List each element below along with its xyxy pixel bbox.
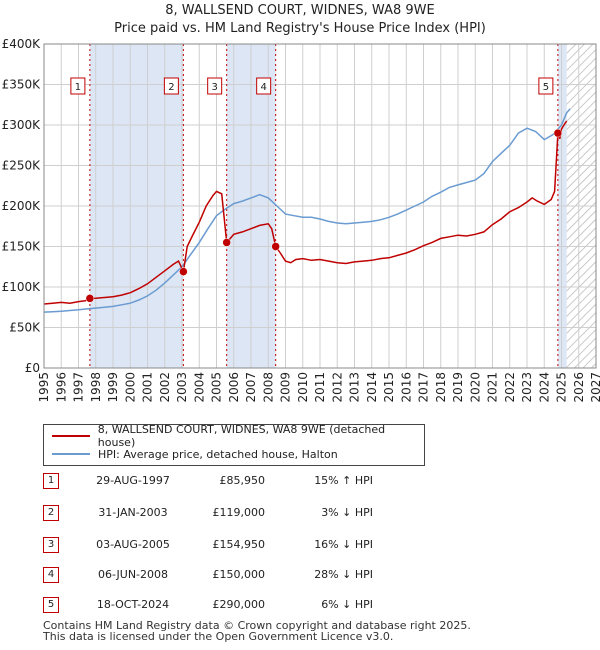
x-tick-label: 1998 <box>89 372 103 403</box>
y-tick-label: £150K <box>2 240 42 254</box>
x-tick-label: 2025 <box>555 372 569 403</box>
x-tick-label: 2017 <box>417 372 431 403</box>
sale-price: £290,000 <box>212 598 266 611</box>
sale-marker-label: 1 <box>75 82 81 93</box>
x-tick-label: 2000 <box>123 372 137 403</box>
price-chart: £0 £50K £100K £150K £200K £250K £300K £350K £400… <box>2 37 600 403</box>
y-tick-label: £100K <box>2 280 42 294</box>
sale-number: 1 <box>43 473 59 489</box>
footer: Contains HM Land Registry data © Crown c… <box>43 620 471 642</box>
sale-marker-box <box>256 77 272 95</box>
sale-number: 3 <box>43 537 59 553</box>
legend-label-hpi: HPI: Average price, detached house, Halt… <box>98 447 338 461</box>
sale-marker-label: 2 <box>168 82 174 93</box>
x-tick-label: 2001 <box>141 372 155 403</box>
sale-hpi-diff: 15% ↑ HPI <box>314 474 373 487</box>
chart-subtitle: Price paid vs. HM Land Registry's House … <box>114 21 486 36</box>
legend-label-property: 8, WALLSEND COURT, WIDNES, WA8 9WE (deta… <box>97 423 386 449</box>
sale-point <box>85 294 95 303</box>
x-tick-label: 2003 <box>175 372 189 403</box>
x-tick-label: 2008 <box>261 372 275 403</box>
x-tick-label: 1999 <box>106 372 120 403</box>
x-tick-label: 2013 <box>348 372 362 403</box>
sale-hpi-diff: 16% ↓ HPI <box>314 538 373 551</box>
sale-date: 03-AUG-2005 <box>96 538 170 551</box>
y-tick-label: £0 <box>25 361 40 375</box>
footer-licence: This data is licensed under the Open Gov… <box>43 630 394 643</box>
x-tick-label: 2002 <box>158 372 172 403</box>
x-tick-label: 2015 <box>382 372 396 403</box>
x-tick-label: 2012 <box>330 372 344 403</box>
sale-price: £150,000 <box>212 568 266 581</box>
x-tick-label: 2016 <box>399 372 413 403</box>
sale-date: 06-JUN-2008 <box>97 568 169 581</box>
footer-copyright: Contains HM Land Registry data © Crown c… <box>43 619 471 632</box>
sale-marker-box <box>207 77 223 95</box>
x-tick-label: 2022 <box>503 372 517 403</box>
x-tick-label: 2024 <box>537 372 551 403</box>
sale-point <box>553 128 563 138</box>
sale-row: 2 31-JAN-2003 £119,000 3% ↓ HPI <box>43 504 443 524</box>
hpi-series-line <box>44 108 571 313</box>
y-tick-label: £200K <box>2 199 42 213</box>
sale-hpi-diff: 3% ↓ HPI <box>321 506 373 519</box>
legend-swatch-property <box>52 435 90 437</box>
sale-marker-box <box>70 77 86 95</box>
x-tick-label: 1995 <box>37 372 51 403</box>
sale-row: 3 03-AUG-2005 £154,950 16% ↓ HPI <box>43 536 443 556</box>
plot-border <box>43 43 597 369</box>
legend-item-hpi: HPI: Average price, detached house, Halt… <box>52 446 338 462</box>
chart-title-block: 8, WALLSEND COURT, WIDNES, WA8 9WE Price… <box>0 2 600 38</box>
x-tick-label: 2007 <box>244 372 258 403</box>
x-tick-label: 2027 <box>589 372 600 403</box>
sale-hpi-diff: 28% ↓ HPI <box>314 568 373 581</box>
sale-hpi-diff: 6% ↓ HPI <box>321 598 373 611</box>
sale-marker-box <box>163 77 179 95</box>
x-tick-label: 2014 <box>365 372 379 403</box>
x-tick-label: 2018 <box>434 372 448 403</box>
sale-price: £119,000 <box>212 506 266 519</box>
y-tick-label: £350K <box>2 78 42 92</box>
x-tick-label: 2004 <box>192 372 206 403</box>
sale-point <box>222 238 231 247</box>
sale-row: 4 06-JUN-2008 £150,000 28% ↓ HPI <box>43 566 443 586</box>
sale-date: 29-AUG-1997 <box>96 474 170 487</box>
x-tick-label: 2005 <box>210 372 224 403</box>
chart-title: 8, WALLSEND COURT, WIDNES, WA8 9WE <box>165 3 435 18</box>
x-tick-label: 2020 <box>468 372 482 403</box>
x-tick-label: 1996 <box>54 372 68 403</box>
x-tick-label: 2009 <box>279 372 293 403</box>
sale-point <box>179 267 188 276</box>
sale-number: 5 <box>43 597 59 613</box>
legend-swatch-hpi <box>52 453 90 455</box>
y-tick-label: £400K <box>2 37 42 51</box>
sale-marker-box <box>538 77 554 95</box>
sale-number: 2 <box>43 505 59 521</box>
sale-row: 1 29-AUG-1997 £85,950 15% ↑ HPI <box>43 472 443 492</box>
x-tick-label: 2023 <box>520 372 534 403</box>
property-series-line <box>44 120 568 305</box>
x-tick-label: 1997 <box>72 372 86 403</box>
legend-item-property: 8, WALLSEND COURT, WIDNES, WA8 9WE (deta… <box>52 423 424 449</box>
x-tick-label: 2026 <box>572 372 586 403</box>
sale-price: £85,950 <box>219 474 266 487</box>
sale-price: £154,950 <box>212 538 266 551</box>
sale-date: 31-JAN-2003 <box>98 506 168 519</box>
x-tick-label: 2011 <box>313 372 327 403</box>
sale-marker-label: 3 <box>211 82 217 93</box>
x-tick-label: 2019 <box>451 372 465 403</box>
sale-row: 5 18-OCT-2024 £290,000 6% ↓ HPI <box>43 596 443 616</box>
sale-point <box>271 242 280 251</box>
y-tick-label: £50K <box>9 321 41 335</box>
x-tick-label: 2010 <box>296 372 310 403</box>
sale-marker-label: 4 <box>260 82 266 93</box>
y-tick-label: £300K <box>2 118 42 132</box>
x-tick-label: 2006 <box>227 372 241 403</box>
legend: 8, WALLSEND COURT, WIDNES, WA8 9WE (deta… <box>43 423 425 466</box>
sale-date: 18-OCT-2024 <box>96 598 170 611</box>
sale-marker-label: 5 <box>543 82 549 93</box>
sale-number: 4 <box>43 567 59 583</box>
y-tick-label: £250K <box>2 159 42 173</box>
x-tick-label: 2021 <box>486 372 500 403</box>
